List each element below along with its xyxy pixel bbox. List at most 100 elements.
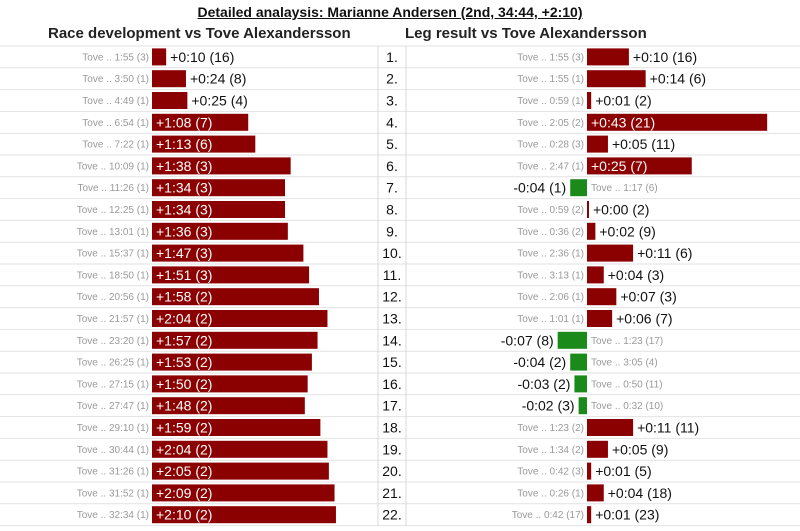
left-reference-label: Tove .. 20:56 (1) <box>77 292 149 303</box>
right-bar <box>574 375 587 393</box>
leg-number: 15. <box>382 354 401 370</box>
leg-number: 6. <box>386 158 398 174</box>
right-reference-label: Tove .. 0:42 (3) <box>517 467 584 478</box>
left-value-label: +2:05 (2) <box>156 463 212 479</box>
leg-number: 3. <box>386 93 398 109</box>
leg-number: 11. <box>383 267 401 283</box>
leg-number: 18. <box>382 420 401 436</box>
left-bar <box>152 222 288 240</box>
left-bar <box>152 484 335 502</box>
left-reference-label: Tove .. 7:22 (1) <box>82 140 149 151</box>
left-reference-label: Tove .. 27:47 (1) <box>77 401 149 412</box>
left-value-label: +1:38 (3) <box>156 158 212 174</box>
left-value-label: +1:34 (3) <box>156 180 212 196</box>
right-value-label: -0:04 (1) <box>513 180 566 196</box>
left-value-label: +1:57 (2) <box>156 332 212 348</box>
right-value-label: +0:11 (11) <box>637 420 699 436</box>
right-reference-label: Tove .. 0:50 (11) <box>591 379 663 390</box>
left-bar <box>152 310 328 327</box>
right-bar <box>570 353 587 371</box>
leg-number: 4. <box>386 114 398 130</box>
right-value-label: -0:02 (3) <box>522 398 575 414</box>
right-value-label: +0:01 (2) <box>595 93 651 109</box>
right-value-label: +0:04 (3) <box>608 267 664 283</box>
right-reference-label: Tove .. 0:42 (17) <box>512 510 584 521</box>
left-reference-label: Tove .. 10:09 (1) <box>77 161 149 172</box>
right-bar <box>587 92 592 109</box>
right-bar <box>587 506 592 524</box>
right-reference-label: Tove .. 2:36 (1) <box>517 249 584 260</box>
left-bar <box>152 353 312 371</box>
right-bar <box>587 244 634 262</box>
right-reference-label: Tove .. 3:05 (4) <box>591 358 658 369</box>
left-value-label: +2:10 (2) <box>156 507 212 523</box>
right-bar <box>587 157 692 175</box>
leg-number: 14. <box>382 332 401 348</box>
right-reference-label: Tove .. 0:59 (1) <box>517 96 584 107</box>
leg-result-title: Leg result vs Tove Alexandersson <box>405 25 647 42</box>
right-bar <box>587 70 646 88</box>
left-bar <box>152 462 329 480</box>
right-reference-label: Tove .. 1:23 (17) <box>591 336 663 347</box>
left-reference-label: Tove .. 31:52 (1) <box>77 488 149 499</box>
page-title: Detailed analaysis: Marianne Andersen (2… <box>197 4 583 20</box>
leg-number: 17. <box>382 398 401 414</box>
left-value-label: +1:51 (3) <box>156 267 212 283</box>
left-bar <box>152 331 318 349</box>
leg-number: 5. <box>386 136 398 152</box>
left-value-label: +1:08 (7) <box>156 114 212 130</box>
left-bar <box>152 397 305 415</box>
left-value-label: +1:13 (6) <box>156 136 212 152</box>
leg-number: 12. <box>382 289 401 305</box>
left-reference-label: Tove .. 4:49 (1) <box>82 96 149 107</box>
right-reference-label: Tove .. 1:17 (6) <box>591 183 658 194</box>
right-value-label: +0:04 (18) <box>608 485 672 501</box>
left-bar <box>152 92 188 109</box>
right-reference-label: Tove .. 1:34 (2) <box>517 445 584 456</box>
left-reference-label: Tove .. 18:50 (1) <box>77 270 149 281</box>
left-reference-label: Tove .. 30:44 (1) <box>77 445 149 456</box>
leg-number: 16. <box>382 376 401 392</box>
left-value-label: +1:53 (2) <box>156 354 212 370</box>
left-bar <box>152 419 321 436</box>
right-value-label: +0:43 (21) <box>591 114 655 130</box>
left-reference-label: Tove .. 11:26 (1) <box>77 183 149 194</box>
right-bar <box>557 331 587 349</box>
right-reference-label: Tove .. 0:26 (1) <box>517 488 584 499</box>
left-reference-label: Tove .. 13:01 (1) <box>77 227 149 238</box>
right-reference-label: Tove .. 2:05 (2) <box>517 118 584 129</box>
left-bar <box>152 70 186 88</box>
right-value-label: +0:25 (7) <box>591 158 647 174</box>
right-bar <box>587 48 629 66</box>
left-reference-label: Tove .. 1:55 (3) <box>82 52 149 63</box>
left-bar <box>152 179 286 197</box>
leg-number: 9. <box>386 223 398 239</box>
left-bar <box>152 375 308 393</box>
right-value-label: +0:01 (5) <box>595 463 651 479</box>
left-value-label: +2:04 (2) <box>156 441 212 457</box>
race-development-title: Race development vs Tove Alexandersson <box>48 25 351 42</box>
right-bar <box>587 135 608 153</box>
left-value-label: +0:10 (16) <box>170 49 234 65</box>
leg-number: 13. <box>382 311 401 327</box>
right-bar <box>587 440 608 458</box>
left-bar <box>152 266 310 284</box>
right-reference-label: Tove .. 1:01 (1) <box>517 314 584 325</box>
right-value-label: +0:11 (6) <box>637 245 692 261</box>
left-reference-label: Tove .. 31:26 (1) <box>77 467 149 478</box>
left-value-label: +0:24 (8) <box>190 71 246 87</box>
right-bar <box>587 310 613 327</box>
right-reference-label: Tove .. 1:55 (1) <box>517 74 584 85</box>
right-reference-label: Tove .. 0:59 (2) <box>517 205 584 216</box>
left-reference-label: Tove .. 15:37 (1) <box>77 249 149 260</box>
leg-number: 20. <box>382 463 401 479</box>
right-bar <box>587 201 589 218</box>
left-reference-label: Tove .. 6:54 (1) <box>82 118 149 129</box>
right-value-label: -0:04 (2) <box>513 354 566 370</box>
left-reference-label: Tove .. 21:57 (1) <box>77 314 149 325</box>
right-bar <box>578 397 587 415</box>
left-bar <box>152 440 328 458</box>
right-reference-label: Tove .. 0:36 (2) <box>517 227 584 238</box>
right-value-label: +0:10 (16) <box>633 49 697 65</box>
right-value-label: +0:14 (6) <box>650 71 706 87</box>
